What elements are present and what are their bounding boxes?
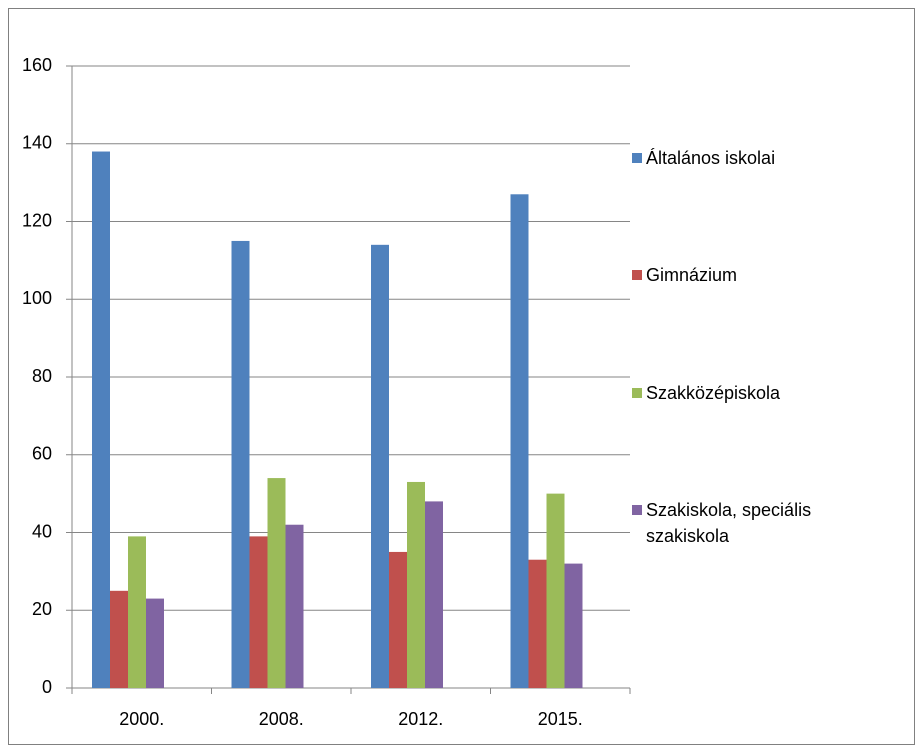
legend-entry: Szakközépiskola bbox=[632, 380, 832, 406]
y-tick-label: 80 bbox=[32, 366, 52, 386]
chart-border bbox=[8, 8, 915, 745]
bar bbox=[110, 590, 128, 688]
bar bbox=[546, 493, 565, 688]
x-tick-label: 2015. bbox=[538, 709, 583, 729]
y-tick-label: 100 bbox=[22, 288, 52, 308]
bar bbox=[564, 563, 583, 688]
bar bbox=[510, 194, 529, 688]
legend-label: Szakiskola, speciális szakiskola bbox=[646, 500, 812, 546]
y-tick-label: 140 bbox=[22, 133, 52, 153]
legend-swatch bbox=[632, 270, 642, 280]
legend-swatch bbox=[632, 153, 642, 163]
bar bbox=[128, 536, 146, 688]
legend-entry: Szakiskola, speciális szakiskola bbox=[632, 497, 832, 549]
legend-label: Általános iskolai bbox=[646, 148, 776, 168]
x-tick-label: 2008. bbox=[259, 709, 304, 729]
legend-label: Gimnázium bbox=[646, 265, 738, 285]
bar bbox=[267, 478, 286, 688]
legend-entry: Általános iskolai bbox=[632, 145, 832, 171]
bar bbox=[249, 536, 268, 688]
y-tick-label: 40 bbox=[32, 521, 52, 541]
legend-entry: Gimnázium bbox=[632, 262, 832, 288]
y-tick-label: 60 bbox=[32, 444, 52, 464]
bar bbox=[407, 481, 425, 688]
y-tick-label: 20 bbox=[32, 599, 52, 619]
y-tick-label: 120 bbox=[22, 210, 52, 230]
x-tick-label: 2000. bbox=[119, 709, 164, 729]
bar bbox=[285, 524, 304, 688]
y-tick-label: 0 bbox=[42, 677, 52, 697]
bar bbox=[371, 244, 389, 688]
bar bbox=[425, 501, 443, 688]
bar bbox=[231, 240, 250, 688]
y-tick-label: 160 bbox=[22, 55, 52, 75]
legend-label: Szakközépiskola bbox=[646, 383, 781, 403]
x-tick-label: 2012. bbox=[398, 709, 443, 729]
bar bbox=[389, 551, 407, 688]
legend-swatch bbox=[632, 505, 642, 515]
legend-swatch bbox=[632, 388, 642, 398]
bar bbox=[528, 559, 547, 688]
bar bbox=[92, 151, 110, 688]
bar bbox=[146, 598, 164, 688]
